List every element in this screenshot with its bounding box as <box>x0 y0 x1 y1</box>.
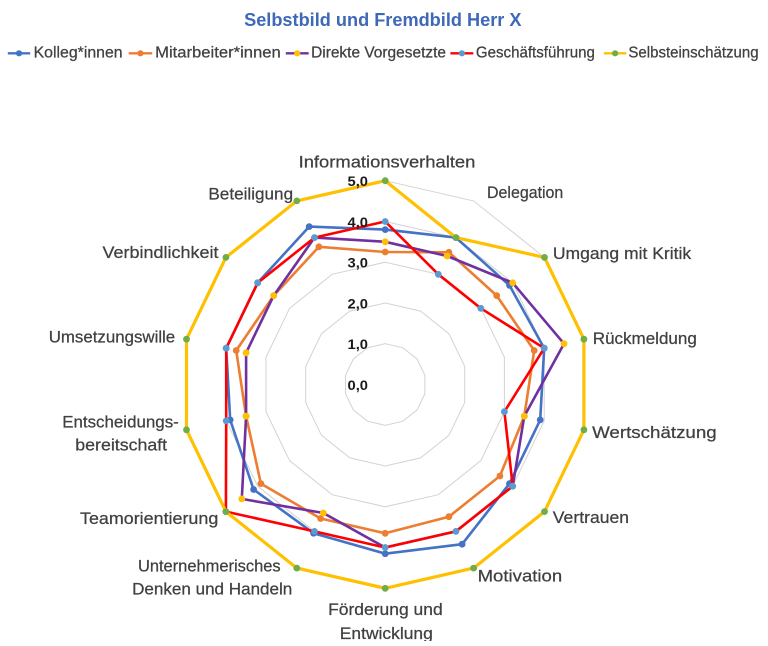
svg-text:Umsetzungswille: Umsetzungswille <box>49 328 176 347</box>
svg-text:Entscheidungs-: Entscheidungs- <box>62 413 179 432</box>
svg-text:Unternehmerisches: Unternehmerisches <box>138 556 281 575</box>
svg-text:Denken und Handeln: Denken und Handeln <box>132 579 292 598</box>
svg-text:Rückmeldung: Rückmeldung <box>593 329 697 348</box>
svg-text:5,0: 5,0 <box>348 173 369 189</box>
svg-text:Teamorientierung: Teamorientierung <box>80 509 218 528</box>
svg-text:Wertschätzung: Wertschätzung <box>592 423 717 442</box>
svg-text:Kolleg*innen: Kolleg*innen <box>34 45 123 62</box>
svg-text:1,0: 1,0 <box>348 336 369 352</box>
svg-text:4,0: 4,0 <box>348 214 369 230</box>
svg-text:2,0: 2,0 <box>348 295 369 311</box>
svg-text:Direkte Vorgesetzte: Direkte Vorgesetzte <box>311 45 446 62</box>
svg-text:Motivation: Motivation <box>478 567 563 586</box>
svg-text:3,0: 3,0 <box>348 255 369 271</box>
svg-text:bereitschaft: bereitschaft <box>75 436 167 455</box>
svg-text:Entwicklung: Entwicklung <box>340 624 433 641</box>
svg-text:0,0: 0,0 <box>348 377 369 393</box>
svg-text:Verbindlichkeit: Verbindlichkeit <box>103 243 219 262</box>
svg-text:Informationsverhalten: Informationsverhalten <box>299 152 476 171</box>
svg-text:Förderung und: Förderung und <box>328 600 443 619</box>
svg-text:Selbsteinschätzung: Selbsteinschätzung <box>628 45 758 62</box>
svg-text:Geschäftsführung: Geschäftsführung <box>476 45 595 62</box>
svg-text:Delegation: Delegation <box>487 183 563 202</box>
svg-text:Vertrauen: Vertrauen <box>553 508 629 527</box>
svg-text:Mitarbeiter*innen: Mitarbeiter*innen <box>155 45 281 62</box>
svg-text:Beteiligung: Beteiligung <box>208 185 293 204</box>
svg-text:Umgang mit Kritik: Umgang mit Kritik <box>553 244 692 263</box>
svg-text:Selbstbild und Fremdbild Herr: Selbstbild und Fremdbild Herr X <box>244 9 522 30</box>
